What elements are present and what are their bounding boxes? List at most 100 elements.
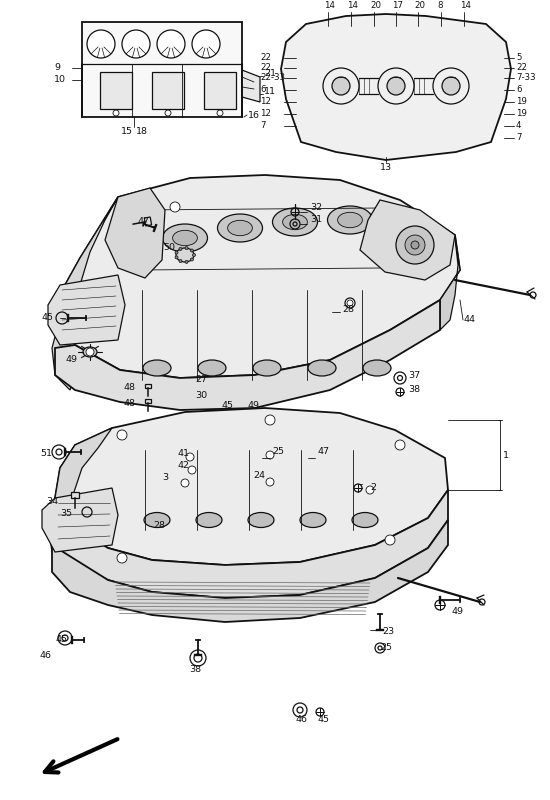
Text: 19: 19 <box>516 98 527 106</box>
Polygon shape <box>144 217 152 226</box>
Ellipse shape <box>283 214 307 230</box>
Text: 22: 22 <box>516 63 527 73</box>
Text: 50: 50 <box>163 243 175 253</box>
Text: 22-33: 22-33 <box>260 74 285 82</box>
Circle shape <box>192 30 220 58</box>
Text: 21: 21 <box>264 70 276 78</box>
Polygon shape <box>152 72 184 109</box>
Polygon shape <box>145 383 151 388</box>
Text: 30: 30 <box>195 390 207 399</box>
Circle shape <box>366 486 374 494</box>
Text: 45: 45 <box>222 402 234 410</box>
Ellipse shape <box>176 248 194 262</box>
Text: 9: 9 <box>54 63 60 73</box>
Ellipse shape <box>327 206 372 234</box>
Circle shape <box>87 30 115 58</box>
Circle shape <box>117 430 127 440</box>
Polygon shape <box>48 428 112 568</box>
Text: 45: 45 <box>56 635 68 645</box>
Ellipse shape <box>228 220 252 236</box>
Text: 47: 47 <box>318 447 330 457</box>
Text: 3: 3 <box>162 474 168 482</box>
Circle shape <box>395 440 405 450</box>
Ellipse shape <box>363 360 391 376</box>
Ellipse shape <box>308 360 336 376</box>
Circle shape <box>117 553 127 563</box>
Text: 38: 38 <box>189 666 201 674</box>
Circle shape <box>185 260 188 263</box>
Ellipse shape <box>248 513 274 527</box>
Text: 22: 22 <box>260 63 271 73</box>
Text: 12: 12 <box>260 98 271 106</box>
Ellipse shape <box>198 360 226 376</box>
Text: 10: 10 <box>54 75 66 85</box>
Text: 11: 11 <box>264 87 276 97</box>
Circle shape <box>192 254 195 257</box>
Ellipse shape <box>405 235 425 255</box>
Text: 14: 14 <box>347 1 358 10</box>
Text: 51: 51 <box>40 449 52 458</box>
Text: 20: 20 <box>414 1 425 10</box>
Polygon shape <box>55 300 440 410</box>
Text: 45: 45 <box>42 314 54 322</box>
Text: 24: 24 <box>253 471 265 481</box>
Polygon shape <box>145 398 151 403</box>
Polygon shape <box>242 70 260 102</box>
Circle shape <box>266 451 274 459</box>
Text: 6: 6 <box>516 86 521 94</box>
Circle shape <box>175 251 178 254</box>
Circle shape <box>157 30 185 58</box>
Text: 2: 2 <box>370 483 376 493</box>
Circle shape <box>190 249 194 252</box>
Circle shape <box>56 312 68 324</box>
Text: 49: 49 <box>452 607 464 617</box>
Text: 45: 45 <box>318 715 330 725</box>
Ellipse shape <box>173 230 197 246</box>
Ellipse shape <box>253 360 281 376</box>
Ellipse shape <box>332 77 350 95</box>
Text: 7-33: 7-33 <box>516 74 536 82</box>
Ellipse shape <box>396 226 434 264</box>
Circle shape <box>266 478 274 486</box>
Text: 49: 49 <box>66 355 78 365</box>
Circle shape <box>181 479 189 487</box>
Text: 20: 20 <box>370 1 381 10</box>
Circle shape <box>190 258 194 261</box>
Ellipse shape <box>338 212 362 228</box>
Text: 6: 6 <box>260 86 266 94</box>
Text: 48: 48 <box>124 398 136 407</box>
Ellipse shape <box>300 513 326 527</box>
Text: 49: 49 <box>248 402 260 410</box>
Text: 37: 37 <box>408 371 420 381</box>
Text: 47: 47 <box>138 218 150 226</box>
Text: 46: 46 <box>40 650 52 659</box>
Text: 46: 46 <box>296 715 308 725</box>
Polygon shape <box>48 275 125 345</box>
Circle shape <box>175 256 178 259</box>
Circle shape <box>122 30 150 58</box>
Circle shape <box>179 247 182 250</box>
Text: 27: 27 <box>195 375 207 385</box>
Text: 25: 25 <box>272 447 284 457</box>
Text: 35: 35 <box>60 510 72 518</box>
Text: 5: 5 <box>516 54 521 62</box>
Text: 22: 22 <box>260 54 271 62</box>
Ellipse shape <box>442 77 460 95</box>
Polygon shape <box>55 408 448 565</box>
Text: 7: 7 <box>516 134 521 142</box>
Circle shape <box>185 246 188 250</box>
Text: 8: 8 <box>437 1 443 10</box>
Ellipse shape <box>352 513 378 527</box>
Text: 41: 41 <box>178 449 190 458</box>
Polygon shape <box>100 72 132 109</box>
Text: 14: 14 <box>324 1 335 10</box>
Text: 4: 4 <box>516 122 521 130</box>
Ellipse shape <box>196 513 222 527</box>
Text: 28: 28 <box>342 306 354 314</box>
Circle shape <box>82 507 92 517</box>
Polygon shape <box>440 235 460 330</box>
Text: 12: 12 <box>260 110 271 118</box>
Text: 42: 42 <box>178 461 190 470</box>
Polygon shape <box>105 188 165 278</box>
Circle shape <box>188 466 196 474</box>
